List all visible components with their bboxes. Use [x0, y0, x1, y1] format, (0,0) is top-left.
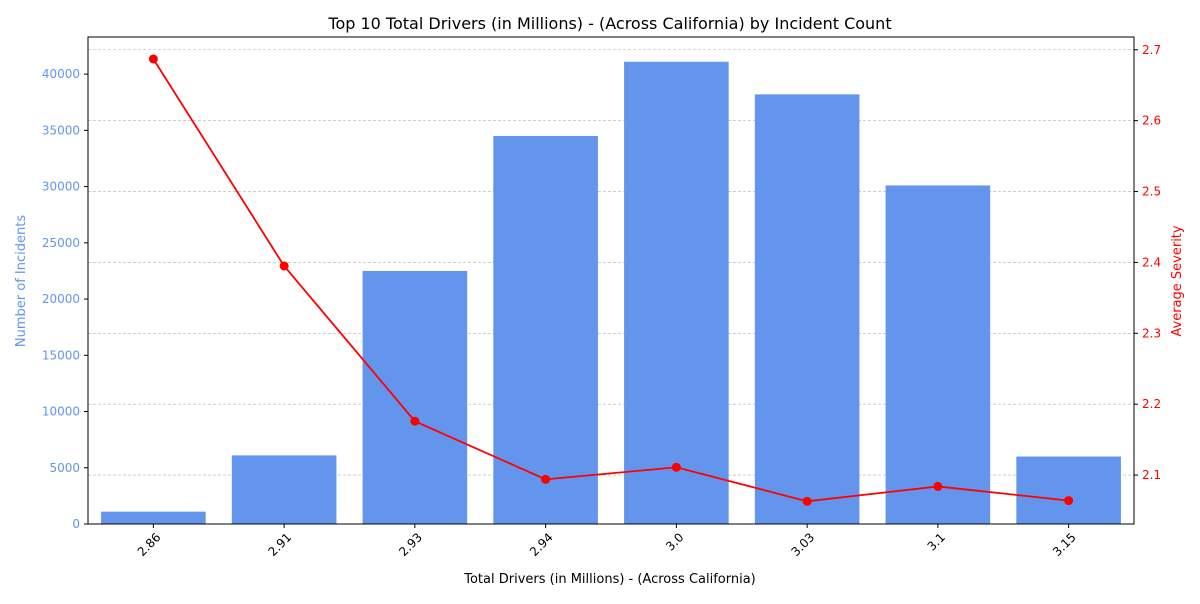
bar-series	[101, 61, 1121, 524]
bar	[231, 455, 337, 524]
severity-point	[541, 474, 551, 484]
severity-point	[410, 416, 420, 426]
x-tick-label: 2.86	[135, 530, 164, 559]
severity-point	[279, 261, 289, 271]
bar	[885, 185, 991, 524]
y2-tick-label: 2.1	[1142, 468, 1161, 482]
x-tick-label: 2.93	[396, 530, 425, 559]
y-tick-label: 25000	[42, 236, 80, 250]
line-series	[148, 54, 1074, 506]
x-tick-label: 3.15	[1050, 530, 1079, 559]
severity-point	[1064, 496, 1074, 506]
x-axis-label: Total Drivers (in Millions) - (Across Ca…	[463, 572, 756, 587]
y2-tick-label: 2.2	[1142, 397, 1161, 411]
y2-tick-label: 2.4	[1142, 255, 1161, 269]
severity-point	[671, 462, 681, 472]
bar	[1016, 456, 1121, 524]
severity-point	[802, 496, 812, 506]
y-tick-label: 15000	[42, 348, 80, 362]
bar	[493, 135, 598, 524]
x-tick-label: 3.0	[663, 530, 686, 553]
y2-tick-label: 2.6	[1142, 114, 1161, 128]
x-tick-label: 3.1	[925, 530, 948, 553]
plot-frame	[87, 36, 1135, 525]
x-tick-label: 3.03	[788, 530, 817, 559]
severity-point	[933, 481, 943, 491]
y-tick-label: 10000	[42, 405, 80, 419]
bar	[101, 511, 206, 524]
bar	[754, 94, 860, 524]
x-tick-label: 2.91	[265, 530, 294, 559]
y-tick-label: 20000	[42, 292, 80, 306]
y-tick-label: 35000	[42, 123, 80, 137]
x-tick-label: 2.94	[527, 530, 556, 559]
bar	[624, 61, 729, 524]
severity-line	[152, 58, 1069, 503]
y2-tick-label: 2.7	[1142, 43, 1161, 57]
y2-tick-label: 2.3	[1142, 326, 1161, 340]
bar	[362, 270, 468, 524]
y-axis-label: Number of Incidents	[14, 215, 29, 347]
y-tick-label: 30000	[42, 180, 80, 194]
severity-point	[148, 54, 158, 64]
chart-title: Top 10 Total Drivers (in Millions) - (Ac…	[327, 14, 891, 33]
y2-tick-label: 2.5	[1142, 185, 1161, 199]
y-tick-label: 0	[72, 517, 80, 531]
y2-axis-label: Average Severity	[1170, 225, 1185, 337]
y-tick-label: 5000	[49, 461, 80, 475]
y-tick-label: 40000	[42, 67, 80, 81]
axes: 0 5000 10000 15000 20000 25000 30000 35000 40000…	[42, 36, 1161, 559]
